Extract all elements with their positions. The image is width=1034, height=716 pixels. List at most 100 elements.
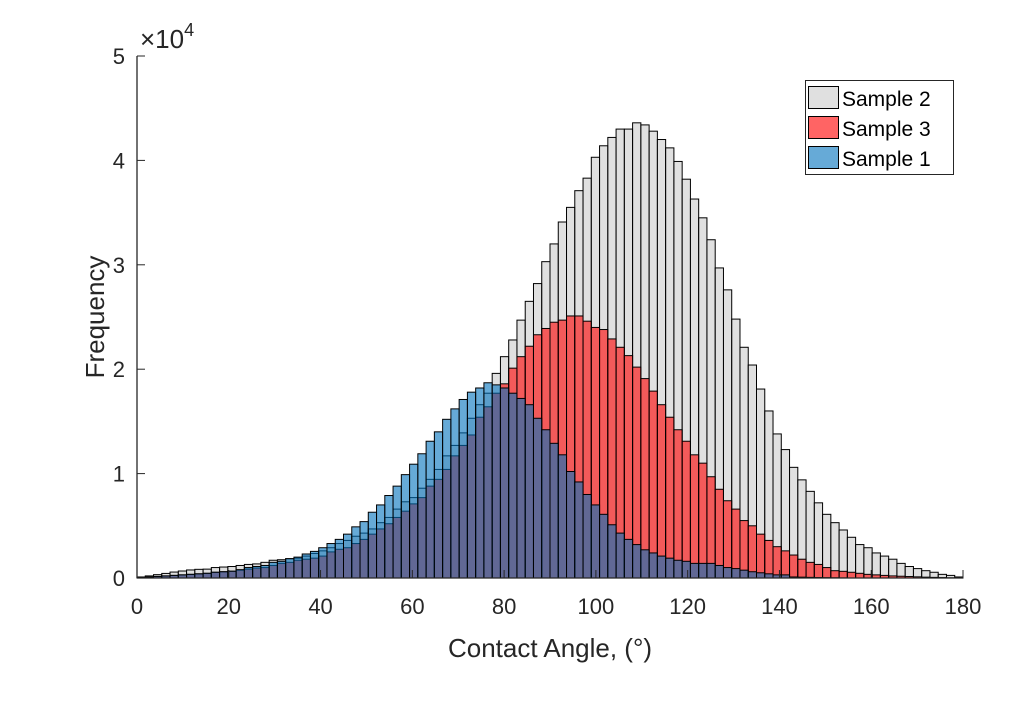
histogram-bar — [648, 552, 658, 579]
histogram-bar — [293, 556, 303, 579]
histogram-bar — [582, 493, 592, 579]
y-tick-label: 0 — [113, 566, 125, 591]
histogram-bar — [731, 508, 741, 579]
histogram-bar — [714, 488, 724, 579]
histogram-bar — [466, 391, 477, 579]
histogram-bar — [822, 567, 832, 579]
histogram-bar — [706, 562, 716, 579]
histogram-bar — [458, 398, 468, 579]
histogram-bar — [888, 558, 898, 579]
histogram-bar — [243, 567, 254, 579]
histogram-bar — [442, 418, 452, 579]
x-tick-label: 160 — [853, 594, 890, 619]
histogram-bar — [689, 562, 700, 579]
histogram-bar — [698, 462, 708, 579]
x-tick-label: 0 — [131, 594, 143, 619]
histogram-bar — [772, 546, 782, 579]
histogram-bar — [359, 521, 369, 579]
histogram-bar — [838, 570, 848, 579]
histogram-bar — [632, 544, 642, 579]
histogram-bar — [318, 547, 328, 579]
histogram-bar — [252, 566, 262, 579]
histogram-bar — [557, 454, 568, 579]
y-tick-label: 5 — [113, 44, 125, 69]
histogram-bar — [797, 558, 807, 579]
legend-label-sample-1: Sample 1 — [842, 148, 931, 171]
histogram-bar — [499, 387, 510, 579]
legend-label-sample-3: Sample 3 — [842, 118, 931, 141]
histogram-bar — [326, 543, 336, 579]
histogram-bar — [541, 429, 551, 579]
x-tick-label: 60 — [400, 594, 424, 619]
histogram-bar — [830, 570, 840, 579]
y-tick-label: 4 — [113, 148, 125, 173]
histogram-bar — [838, 529, 848, 579]
histogram-bar — [450, 408, 460, 579]
histogram-bar — [656, 555, 667, 579]
histogram-bar — [722, 500, 733, 579]
x-tick-label: 100 — [578, 594, 615, 619]
y-exponent-label: ×104 — [140, 20, 194, 54]
histogram-bar — [855, 572, 865, 579]
histogram-bar — [764, 539, 774, 579]
x-tick-label: 180 — [945, 594, 982, 619]
legend-label-sample-2: Sample 2 — [842, 88, 931, 111]
histogram-bar — [574, 481, 584, 579]
legend-entry-sample-2: Sample 2 — [808, 86, 931, 111]
histogram-bar — [343, 533, 353, 579]
histogram-bar — [219, 571, 229, 579]
histogram-bar — [640, 378, 650, 579]
legend-swatch-sample-1 — [808, 146, 839, 169]
histogram-bar — [756, 572, 766, 579]
histogram-bar — [210, 571, 221, 579]
histogram-bar — [260, 564, 270, 579]
histogram-bar — [706, 476, 716, 579]
histogram-bar — [731, 568, 741, 579]
histogram-bar — [417, 453, 427, 579]
legend: Sample 2 Sample 3 Sample 1 — [805, 80, 954, 175]
legend-entry-sample-3: Sample 3 — [808, 116, 931, 141]
histogram-bar — [301, 553, 311, 579]
histogram-bar — [805, 561, 815, 579]
histogram-bar — [722, 567, 733, 579]
histogram-bar — [268, 561, 278, 579]
y-tick-label: 2 — [113, 357, 125, 382]
histogram-bar — [780, 550, 791, 579]
legend-swatch-sample-3 — [808, 116, 839, 139]
histogram-bar — [681, 440, 691, 579]
histogram-bar — [202, 572, 212, 579]
histogram-bar — [623, 538, 634, 579]
histogram-bar — [756, 533, 766, 579]
histogram-bar — [665, 416, 675, 579]
histogram-bar — [367, 511, 378, 579]
histogram-bar — [491, 384, 501, 579]
histogram-bar — [846, 571, 857, 579]
histogram-bar — [409, 463, 419, 579]
histogram-bar — [714, 564, 724, 579]
histogram-bar — [276, 560, 287, 579]
x-tick-label: 120 — [669, 594, 706, 619]
histogram-bar — [830, 522, 840, 579]
histogram-bar — [599, 513, 609, 579]
histogram-bar — [425, 440, 435, 579]
histogram-bar — [549, 442, 559, 579]
x-axis-label: Contact Angle, (°) — [448, 633, 652, 663]
histogram-bar — [566, 471, 576, 579]
y-tick-label: 3 — [113, 253, 125, 278]
x-tick-label: 40 — [308, 594, 332, 619]
histogram-bar — [607, 524, 617, 579]
histogram-bar — [747, 571, 757, 579]
histogram-bar — [475, 387, 485, 579]
histogram-bar — [615, 532, 625, 579]
histogram-bar — [813, 563, 824, 579]
histogram-bar — [747, 525, 757, 579]
histogram-bar — [508, 392, 518, 579]
histogram-bar — [640, 549, 650, 579]
histogram-bar — [384, 495, 394, 579]
histogram-bar — [433, 431, 444, 579]
histogram-bar — [673, 559, 683, 579]
histogram-bar — [665, 557, 675, 579]
histogram-bar — [648, 390, 658, 579]
legend-entry-sample-1: Sample 1 — [808, 146, 931, 171]
